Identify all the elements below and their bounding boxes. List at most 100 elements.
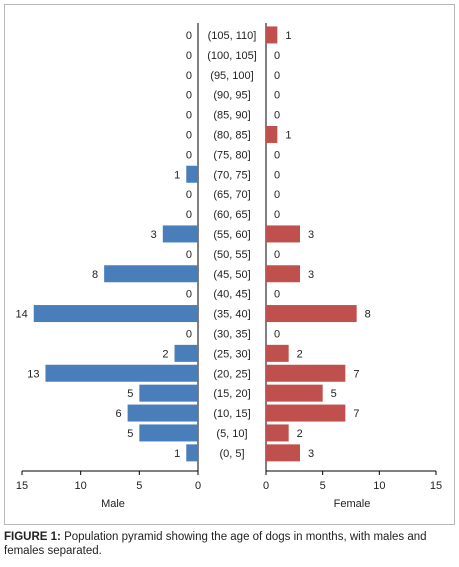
female-value-label: 0	[274, 110, 280, 122]
male-x-tick-label: 15	[16, 480, 28, 492]
female-bar	[266, 404, 346, 422]
male-bar	[186, 444, 198, 462]
male-value-label: 0	[186, 249, 192, 261]
male-value-label: 0	[186, 110, 192, 122]
age-category-label: (75, 80]	[213, 149, 250, 161]
male-value-label: 0	[186, 90, 192, 102]
male-value-label: 0	[186, 30, 192, 42]
female-value-label: 2	[297, 348, 303, 360]
female-value-label: 0	[274, 90, 280, 102]
male-value-label: 0	[186, 189, 192, 201]
female-bar	[266, 424, 289, 442]
male-bar	[139, 384, 198, 402]
male-value-label: 8	[92, 269, 98, 281]
female-value-label: 0	[274, 209, 280, 221]
female-value-label: 0	[274, 50, 280, 62]
female-x-tick-label: 15	[430, 480, 442, 492]
age-category-label: (95, 100]	[210, 70, 253, 82]
age-category-label: (90, 95]	[213, 90, 250, 102]
male-value-label: 3	[151, 229, 157, 241]
female-value-label: 0	[274, 169, 280, 181]
male-bar	[186, 165, 198, 183]
male-value-label: 0	[186, 149, 192, 161]
male-value-label: 0	[186, 129, 192, 141]
age-category-label: (80, 85]	[213, 129, 250, 141]
female-value-label: 8	[365, 309, 371, 321]
caption-text: Population pyramid showing the age of do…	[4, 531, 427, 557]
female-value-label: 0	[274, 289, 280, 301]
female-bar	[266, 26, 278, 44]
male-value-label: 1	[174, 448, 180, 460]
female-axis-title: Female	[334, 498, 371, 510]
female-value-label: 5	[331, 388, 337, 400]
female-x-tick-label: 0	[263, 480, 269, 492]
age-category-label: (0, 5]	[219, 448, 244, 460]
age-category-label: (50, 55]	[213, 249, 250, 261]
female-bar	[266, 225, 300, 243]
age-category-label: (5, 10]	[216, 428, 247, 440]
female-value-label: 0	[274, 70, 280, 82]
female-value-label: 0	[274, 328, 280, 340]
age-category-label: (85, 90]	[213, 110, 250, 122]
male-bar	[104, 265, 198, 283]
female-bar	[266, 444, 300, 462]
male-value-label: 1	[174, 169, 180, 181]
female-value-label: 1	[285, 30, 291, 42]
male-value-label: 0	[186, 289, 192, 301]
male-value-label: 14	[15, 309, 27, 321]
female-value-label: 0	[274, 189, 280, 201]
age-category-label: (65, 70]	[213, 189, 250, 201]
male-bar	[33, 305, 198, 323]
female-value-label: 1	[285, 129, 291, 141]
female-value-label: 3	[308, 448, 314, 460]
female-value-label: 0	[274, 149, 280, 161]
male-value-label: 0	[186, 70, 192, 82]
caption-figure-label: FIGURE 1:	[4, 531, 61, 543]
male-bar	[45, 364, 198, 382]
population-pyramid-chart: 1 3(0, 5]5 2(5, 10]6 7(10, 15]5 5(15, 20]13 7…	[15, 23, 442, 510]
male-x-tick-label: 0	[195, 480, 201, 492]
chart-frame: 1 3 (0, 5] 5 2 (5, 10] 6 7 (10, 15] 5 5 (15, 20] 13 7…	[4, 4, 455, 525]
female-value-label: 7	[353, 368, 359, 380]
female-bar	[266, 344, 289, 362]
age-category-label: (10, 15]	[213, 408, 250, 420]
female-x-tick-label: 5	[320, 480, 326, 492]
age-category-label: (55, 60]	[213, 229, 250, 241]
male-value-label: 5	[127, 428, 133, 440]
male-value-label: 2	[162, 348, 168, 360]
female-value-label: 0	[274, 249, 280, 261]
female-x-tick-label: 10	[373, 480, 385, 492]
age-category-label: (40, 45]	[213, 289, 250, 301]
male-value-label: 0	[186, 328, 192, 340]
age-category-label: (100, 105]	[207, 50, 257, 62]
age-category-label: (70, 75]	[213, 169, 250, 181]
male-value-label: 5	[127, 388, 133, 400]
figure-caption: FIGURE 1: Population pyramid showing the…	[4, 530, 455, 558]
male-value-label: 6	[115, 408, 121, 420]
female-value-label: 3	[308, 229, 314, 241]
female-value-label: 2	[297, 428, 303, 440]
male-value-label: 0	[186, 209, 192, 221]
female-bar	[266, 364, 346, 382]
male-axis-title: Male	[101, 498, 125, 510]
age-category-label: (30, 35]	[213, 328, 250, 340]
female-bar	[266, 305, 357, 323]
female-value-label: 7	[353, 408, 359, 420]
male-bar	[162, 225, 198, 243]
age-category-label: (60, 65]	[213, 209, 250, 221]
age-category-label: (25, 30]	[213, 348, 250, 360]
female-value-label: 3	[308, 269, 314, 281]
male-value-label: 0	[186, 50, 192, 62]
age-category-label: (45, 50]	[213, 269, 250, 281]
male-value-label: 13	[27, 368, 39, 380]
age-category-label: (105, 110]	[208, 30, 257, 42]
age-category-label: (15, 20]	[213, 388, 250, 400]
age-category-label: (20, 25]	[213, 368, 250, 380]
male-x-tick-label: 5	[136, 480, 142, 492]
male-bar	[127, 404, 198, 422]
male-bar	[139, 424, 198, 442]
male-bar	[174, 344, 198, 362]
male-x-tick-label: 10	[75, 480, 87, 492]
female-bar	[266, 384, 323, 402]
age-category-label: (35, 40]	[213, 309, 250, 321]
